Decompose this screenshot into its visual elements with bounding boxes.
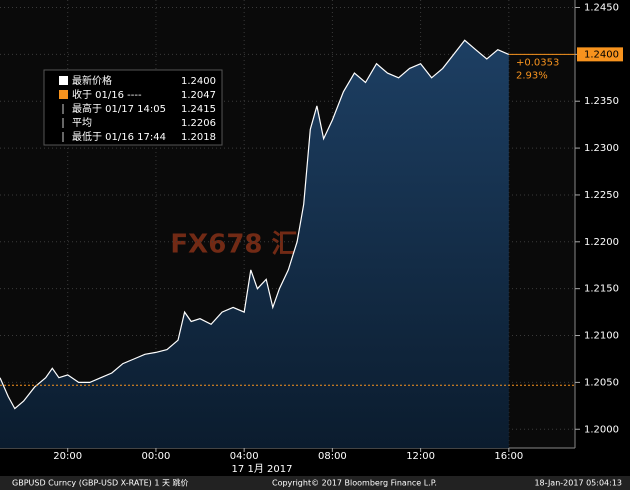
y-tick-label: 1.2200	[584, 237, 619, 248]
legend-value: 1.2018	[181, 132, 216, 143]
legend-value: 1.2415	[181, 104, 216, 115]
x-tick-label: 08:00	[318, 451, 347, 462]
change-label: +0.0353	[516, 57, 559, 68]
legend-name: 最低于 01/16 17:44	[72, 130, 166, 143]
x-tick-label: 04:00	[230, 451, 259, 462]
x-tick-label: 16:00	[494, 451, 523, 462]
legend-name: 平均	[72, 117, 92, 129]
legend-box	[43, 69, 223, 146]
last-price-label: 1.2400	[584, 49, 619, 60]
y-tick-label: 1.2000	[584, 424, 619, 435]
y-tick-label: 1.2350	[584, 96, 619, 107]
change-label: 2.93%	[516, 70, 548, 81]
y-tick-label: 1.2250	[584, 190, 619, 201]
y-tick-label: 1.2050	[584, 377, 619, 388]
footer-copyright: Copyright© 2017 Bloomberg Finance L.P.	[272, 479, 437, 488]
legend-swatch	[59, 76, 68, 85]
footer-time: 18-Jan-2017 05:04:13	[534, 479, 622, 488]
last-price-box	[577, 47, 623, 62]
y-tick-label: 1.2100	[584, 331, 619, 342]
footer-bar	[0, 476, 630, 490]
price-line	[0, 39, 510, 410]
legend-name: 最高于 01/17 14:05	[72, 102, 166, 115]
legend-name: 最新价格	[72, 74, 112, 87]
y-tick-label: 1.2300	[584, 143, 619, 154]
legend-value: 1.2047	[181, 90, 216, 101]
x-date-label: 17 1月 2017	[232, 463, 293, 475]
legend: 最新价格 1.2400 收于 01/16 ---- 1.2047 最高于 01/17 1…	[43, 69, 223, 146]
x-tick-label: 12:00	[406, 451, 435, 462]
legend-name: 收于 01/16 ----	[72, 88, 142, 101]
x-tick-label: 20:00	[53, 451, 82, 462]
legend-value: 1.2206	[181, 118, 216, 129]
footer-left: GBPUSD Curncy (GBP-USD X-RATE) 1 天 跳价	[12, 478, 189, 488]
y-tick-label: 1.2450	[584, 2, 619, 13]
legend-value: 1.2400	[181, 76, 216, 87]
x-tick-label: 00:00	[142, 451, 171, 462]
area	[0, 40, 509, 449]
legend-swatch	[59, 90, 68, 99]
y-tick-label: 1.2150	[584, 284, 619, 295]
